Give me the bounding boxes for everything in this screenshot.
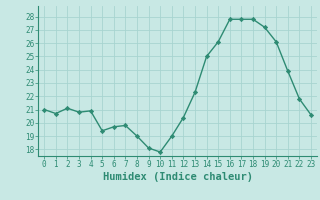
X-axis label: Humidex (Indice chaleur): Humidex (Indice chaleur)	[103, 172, 252, 182]
